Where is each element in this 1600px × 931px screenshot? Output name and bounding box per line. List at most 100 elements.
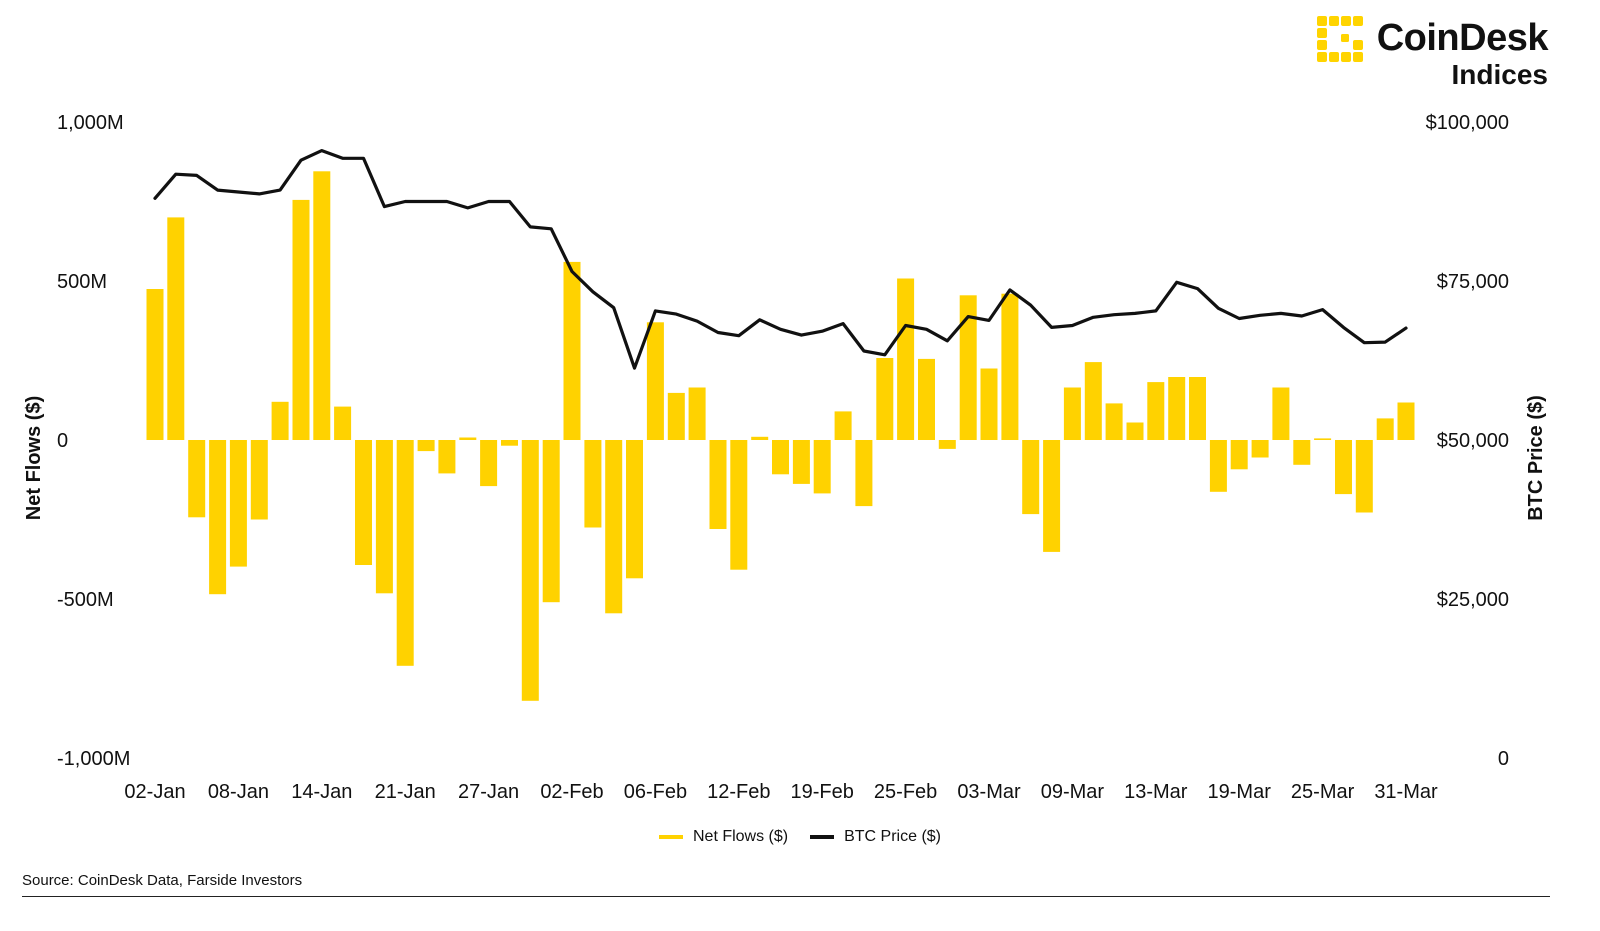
legend-swatch-line	[810, 835, 835, 839]
net-flow-bar	[626, 440, 643, 579]
net-flows-bars	[146, 171, 1415, 701]
net-flow-bar	[417, 440, 435, 452]
net-flow-bar	[918, 358, 935, 440]
net-flow-bar	[188, 440, 206, 518]
net-flow-bar	[855, 440, 873, 507]
net-flow-bar	[584, 440, 602, 528]
x-tick-label: 06-Feb	[624, 781, 687, 803]
legend-item-btc-price: BTC Price ($)	[810, 828, 941, 846]
legend-swatch-bars	[658, 835, 683, 839]
net-flow-bar	[1022, 440, 1040, 515]
net-flow-bar	[792, 440, 810, 484]
x-tick-label: 09-Mar	[1041, 781, 1105, 803]
y2-tick-label: $75,000	[1437, 271, 1509, 293]
net-flow-bar	[1168, 377, 1186, 440]
net-flow-bar	[459, 437, 477, 440]
brand-logo: CoinDesk Indices	[1315, 14, 1549, 90]
net-flow-bar	[834, 411, 852, 440]
net-flow-bar	[334, 406, 352, 440]
net-flow-bar	[1084, 362, 1102, 440]
legend-item-net-flows: Net Flows ($)	[658, 828, 789, 846]
y-tick-label: 1,000M	[57, 112, 124, 134]
net-flow-bar	[313, 171, 331, 441]
brand-name: CoinDesk	[1376, 17, 1549, 59]
x-tick-label: 21-Jan	[375, 781, 436, 803]
net-flow-bar	[1230, 440, 1248, 470]
x-tick-label: 19-Mar	[1208, 781, 1272, 803]
x-tick-label: 25-Mar	[1291, 781, 1355, 803]
net-flow-bar	[688, 387, 706, 440]
net-flow-bar	[480, 440, 498, 487]
net-flow-bar	[709, 440, 727, 529]
x-tick-label: 08-Jan	[208, 781, 269, 803]
y-tick-label: 0	[57, 430, 68, 452]
net-flow-bar	[1043, 440, 1061, 552]
x-tick-label: 19-Feb	[791, 781, 854, 803]
net-flow-bar	[375, 440, 393, 594]
x-tick-label: 02-Jan	[124, 781, 185, 803]
x-axis: 02-Jan 08-Jan 14-Jan 21-Jan 27-Jan 02-Feb 06-F…	[124, 781, 1438, 803]
y-tick-label: 500M	[57, 271, 107, 293]
net-flow-bar	[1293, 440, 1311, 465]
x-tick-label: 14-Jan	[291, 781, 352, 803]
y2-tick-label: $50,000	[1437, 430, 1509, 452]
net-flow-bar	[1209, 440, 1227, 492]
net-flow-bar	[501, 440, 518, 446]
net-flow-bar	[1251, 440, 1269, 458]
btc-price-points	[155, 151, 1406, 369]
net-flow-bar	[167, 217, 185, 440]
net-flow-bar	[667, 392, 685, 440]
x-tick-label: 12-Feb	[707, 781, 770, 803]
net-flow-bar	[396, 440, 414, 666]
net-flow-bar	[1314, 438, 1332, 440]
net-flow-bar	[271, 401, 289, 440]
net-flow-bar	[772, 440, 789, 475]
net-flow-bar	[355, 440, 372, 565]
net-flow-bar	[438, 440, 456, 474]
net-flow-bar	[250, 440, 268, 520]
net-flow-bar	[1189, 377, 1206, 440]
btc-price-line	[153, 149, 1408, 370]
y-tick-label: -1,000M	[57, 748, 130, 770]
net-flow-bar	[1147, 382, 1165, 440]
y2-tick-label: $100,000	[1426, 112, 1509, 134]
net-flow-bar	[876, 358, 894, 440]
source-note: Source: CoinDesk Data, Farside Investors	[22, 872, 303, 889]
y-axis-right: $100,000 $75,000 $50,000 $25,000 0	[1426, 112, 1509, 770]
net-flow-bar	[605, 440, 623, 614]
net-flow-bar	[1105, 403, 1123, 440]
net-flow-bar	[1376, 418, 1394, 440]
y-axis-left: 1,000M 500M 0 -500M -1,000M	[57, 112, 130, 770]
net-flow-bar	[813, 440, 831, 494]
net-flow-bar	[146, 289, 164, 440]
x-tick-label: 02-Feb	[540, 781, 603, 803]
net-flow-bar	[542, 440, 560, 603]
net-flow-bar	[751, 436, 769, 440]
net-flow-bar	[209, 440, 227, 595]
net-flow-bar	[959, 295, 977, 440]
net-flow-bar	[1397, 402, 1415, 440]
y-tick-label: -500M	[57, 589, 114, 611]
legend-label-btc-price: BTC Price ($)	[844, 828, 942, 845]
net-flow-bar	[1355, 440, 1373, 513]
net-flow-bar	[292, 199, 310, 440]
legend: Net Flows ($) BTC Price ($)	[0, 828, 1600, 846]
net-flow-bar	[563, 261, 581, 440]
brand-subtitle: Indices	[1451, 59, 1548, 90]
x-tick-label: 13-Mar	[1124, 781, 1188, 803]
footer-divider	[22, 896, 1550, 897]
x-tick-label: 27-Jan	[458, 781, 519, 803]
net-flow-bar	[521, 440, 539, 701]
net-flow-bar	[1001, 293, 1019, 440]
x-tick-label: 31-Mar	[1374, 781, 1438, 803]
legend-label-net-flows: Net Flows ($)	[692, 828, 789, 845]
y2-tick-label: 0	[1498, 748, 1509, 770]
net-flow-bar	[938, 440, 956, 449]
net-flow-bar	[1063, 387, 1081, 440]
y-axis-title: Net Flows ($)	[23, 396, 45, 520]
x-tick-label: 25-Feb	[874, 781, 937, 803]
y2-tick-label: $25,000	[1437, 589, 1509, 611]
net-flow-bar	[1335, 440, 1352, 495]
net-flow-bar	[730, 440, 748, 570]
